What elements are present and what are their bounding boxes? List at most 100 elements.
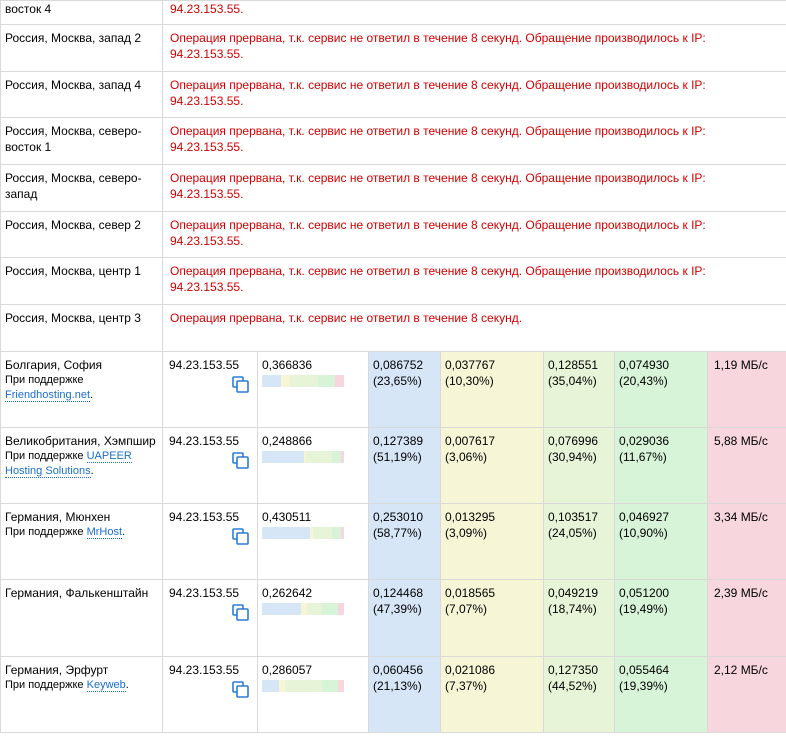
result-row: Германия, Мюнхен При поддержке MrHost. 94.… bbox=[0, 503, 786, 580]
timing-bar-segment bbox=[331, 451, 342, 463]
location-name: Россия, Москва, центр 3 bbox=[5, 311, 141, 325]
dns-time: 0,127389 bbox=[373, 434, 424, 448]
dns-time-cell: 0,086752 (23,65%) bbox=[368, 351, 441, 428]
receive-time: 0,051200 bbox=[619, 586, 670, 600]
copy-icon[interactable] bbox=[232, 604, 249, 621]
wait-percent: (30,94%) bbox=[548, 450, 597, 464]
timing-bar-segment bbox=[262, 527, 311, 539]
error-message: Операция прервана, т.к. сервис не ответи… bbox=[161, 164, 786, 212]
total-time: 0,286057 bbox=[262, 663, 313, 677]
location-name: Россия, Москва, центр 1 bbox=[5, 264, 141, 278]
copy-icon[interactable] bbox=[232, 376, 249, 393]
sponsor-prefix: При поддержке bbox=[5, 374, 84, 386]
total-time-cell: 0,430511 bbox=[257, 503, 369, 580]
connect-percent: (7,07%) bbox=[445, 602, 488, 616]
timing-bar-segment bbox=[262, 603, 301, 615]
result-row: Германия, Эрфурт При поддержке Keyweb. 94.… bbox=[0, 656, 786, 733]
ip-cell: 94.23.153.55 bbox=[162, 579, 258, 657]
receive-percent: (19,39%) bbox=[619, 679, 668, 693]
wait-time-cell: 0,049219 (18,74%) bbox=[543, 579, 615, 657]
total-time: 0,430511 bbox=[262, 510, 312, 524]
sponsor-suffix: . bbox=[125, 679, 129, 691]
wait-percent: (18,74%) bbox=[548, 602, 597, 616]
copy-icon[interactable] bbox=[232, 452, 249, 469]
error-row: Россия, Москва, запад 2 Операция прерван… bbox=[0, 24, 786, 72]
speed-cell: 3,34 МБ/с bbox=[706, 503, 786, 580]
sponsor-link[interactable]: Keyweb bbox=[86, 679, 126, 692]
speed-cell: 5,88 МБ/с bbox=[706, 427, 786, 504]
ip-cell: 94.23.153.55 bbox=[162, 503, 258, 580]
timing-bar-segment bbox=[285, 680, 322, 692]
result-row: Болгария, София При поддержке Friendhosti… bbox=[0, 351, 786, 428]
connect-time: 0,037767 bbox=[445, 358, 496, 372]
result-rows: Болгария, София При поддержке Friendhosti… bbox=[0, 351, 786, 733]
dns-time: 0,253010 bbox=[373, 510, 424, 524]
sponsor-suffix: . bbox=[90, 465, 94, 477]
sponsor-note: При поддержке Keyweb. bbox=[5, 678, 158, 693]
location-name: Германия, Эрфурт bbox=[5, 663, 109, 677]
error-row: восток 4 94.23.153.55. bbox=[0, 0, 786, 25]
connect-time: 0,021086 bbox=[445, 663, 496, 677]
connect-percent: (10,30%) bbox=[445, 374, 494, 388]
location-cell: Россия, Москва, запад 2 bbox=[0, 24, 163, 72]
location-cell: Россия, Москва, север 2 bbox=[0, 211, 163, 258]
sponsor-link[interactable]: UAPEER Hosting Solutions bbox=[5, 450, 132, 478]
dns-percent: (47,39%) bbox=[373, 602, 422, 616]
sponsor-link[interactable]: Friendhosting.net bbox=[5, 389, 90, 402]
download-speed: 1,19 МБ/с bbox=[714, 358, 768, 372]
wait-time-cell: 0,127350 (44,52%) bbox=[543, 656, 615, 733]
ip-cell: 94.23.153.55 bbox=[162, 427, 258, 504]
wait-percent: (44,52%) bbox=[548, 679, 597, 693]
timing-bar-segment bbox=[338, 603, 345, 615]
connect-time: 0,007617 bbox=[445, 434, 496, 448]
total-time: 0,262642 bbox=[262, 586, 313, 600]
wait-time: 0,076996 bbox=[548, 434, 599, 448]
location-name: Россия, Москва, северо-восток 1 bbox=[5, 124, 142, 154]
copy-icon[interactable] bbox=[232, 528, 249, 545]
total-time-cell: 0,248866 bbox=[257, 427, 369, 504]
connect-time-cell: 0,037767 (10,30%) bbox=[440, 351, 544, 428]
location-name: Россия, Москва, запад 4 bbox=[5, 78, 142, 92]
sponsor-prefix: При поддержке bbox=[5, 526, 84, 538]
timing-bar-segment bbox=[322, 603, 339, 615]
sponsor-link[interactable]: MrHost bbox=[86, 526, 123, 539]
dns-time: 0,060456 bbox=[373, 663, 424, 677]
error-row: Россия, Москва, север 2 Операция прерван… bbox=[0, 211, 786, 258]
connect-percent: (3,09%) bbox=[445, 526, 488, 540]
dns-time-cell: 0,060456 (21,13%) bbox=[368, 656, 441, 733]
error-message: Операция прервана, т.к. сервис не ответи… bbox=[161, 304, 786, 352]
download-speed: 5,88 МБ/с bbox=[714, 434, 768, 448]
dns-time-cell: 0,124468 (47,39%) bbox=[368, 579, 441, 657]
connect-time-cell: 0,007617 (3,06%) bbox=[440, 427, 544, 504]
error-row: Россия, Москва, центр 3 Операция прерван… bbox=[0, 304, 786, 352]
timing-bar-segment bbox=[281, 375, 290, 387]
sponsor-note: При поддержке UAPEER Hosting Solutions. bbox=[5, 449, 158, 479]
error-message: Операция прервана, т.к. сервис не ответи… bbox=[161, 71, 786, 118]
error-message: Операция прервана, т.к. сервис не ответи… bbox=[161, 257, 786, 305]
location-name: Германия, Фалькенштайн bbox=[5, 586, 149, 600]
connect-percent: (3,06%) bbox=[445, 450, 488, 464]
sponsor-suffix: . bbox=[122, 526, 126, 538]
error-message: Операция прервана, т.к. сервис не ответи… bbox=[161, 117, 786, 165]
result-row: Великобритания, Хэмпшир При поддержке UAP… bbox=[0, 427, 786, 504]
dns-percent: (51,19%) bbox=[373, 450, 422, 464]
ip-address: 94.23.153.55 bbox=[169, 586, 240, 600]
receive-time-cell: 0,051200 (19,49%) bbox=[614, 579, 708, 657]
copy-icon[interactable] bbox=[232, 681, 249, 698]
total-time: 0,248866 bbox=[262, 434, 313, 448]
ip-address: 94.23.153.55 bbox=[169, 510, 240, 524]
connect-time-cell: 0,018565 (7,07%) bbox=[440, 579, 544, 657]
receive-time: 0,046927 bbox=[619, 510, 670, 524]
timing-bar-segment bbox=[321, 680, 338, 692]
wait-percent: (24,05%) bbox=[548, 526, 597, 540]
location-cell: Германия, Мюнхен При поддержке MrHost. bbox=[0, 503, 163, 580]
location-name: Великобритания, Хэмпшир bbox=[5, 434, 156, 448]
dns-time-cell: 0,253010 (58,77%) bbox=[368, 503, 441, 580]
receive-percent: (10,90%) bbox=[619, 526, 668, 540]
receive-time: 0,055464 bbox=[619, 663, 670, 677]
timing-bar-segment bbox=[335, 375, 344, 387]
ip-address: 94.23.153.55 bbox=[169, 358, 240, 372]
download-speed: 2,39 МБ/с bbox=[714, 586, 768, 600]
timing-bar-segment bbox=[312, 527, 333, 539]
